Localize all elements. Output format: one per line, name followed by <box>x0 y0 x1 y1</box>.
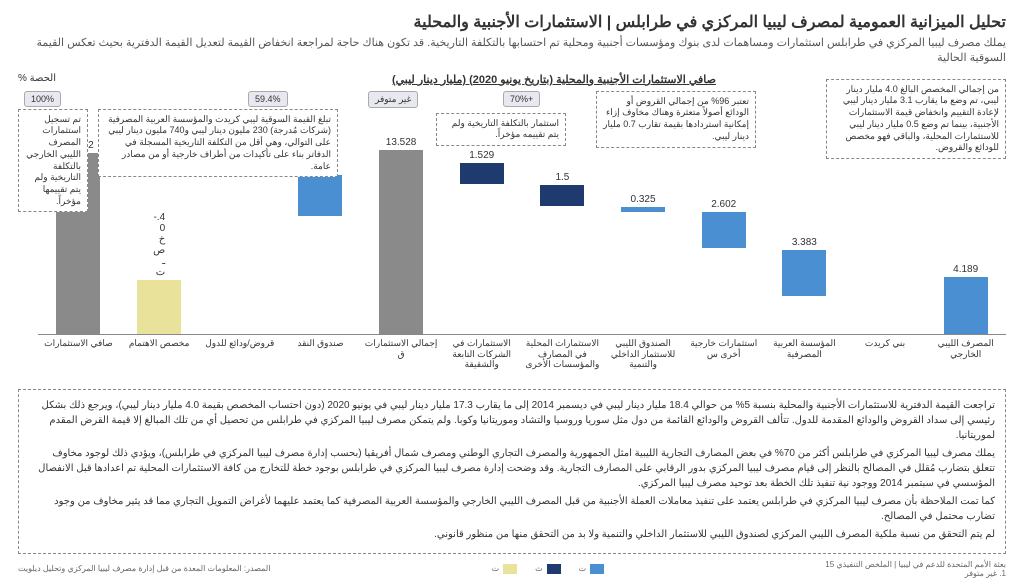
bar <box>540 185 584 205</box>
pill-70: +70% <box>503 91 540 107</box>
bar-value: 3.383 <box>792 237 817 248</box>
analysis-text: تراجعت القيمة الدفترية للاستثمارات الأجن… <box>18 389 1006 554</box>
bar-group: 0.325الصندوق الليبي للاستثمار الداخلي وا… <box>607 194 679 333</box>
bar-group: 1.529الاستثمارات في الشركات التابعة والش… <box>446 150 518 334</box>
bar <box>702 212 746 247</box>
annotation-market-value: تبلغ القيمة السوقية ليبي كريدت والمؤسسة … <box>98 109 338 177</box>
legend-item: ث <box>535 564 561 574</box>
legend-label: ت <box>492 564 500 573</box>
bar-group: 1.5الاستثمارات المحلية في المصارف والمؤس… <box>526 172 598 333</box>
pill-100: 100% <box>24 91 61 107</box>
bar-group: 2.602استثمارات خارجية أخرى س <box>688 199 760 333</box>
bar <box>379 150 423 334</box>
bar-label: استثمارات خارجية أخرى س <box>684 338 764 360</box>
analysis-paragraph: تراجعت القيمة الدفترية للاستثمارات الأجن… <box>29 398 995 443</box>
bar-label: إجمالي الاستثمارات ق <box>361 338 441 360</box>
legend-label: ت <box>579 564 587 573</box>
bar-value: 1.5 <box>555 172 569 183</box>
chart-title: صافي الاستثمارات الأجنبية والمحلية (بتار… <box>392 73 716 86</box>
annotation-lfb: تم تسجيل استثمارات المصرف الليبي الخارجي… <box>18 109 88 213</box>
bar-group: 13.528إجمالي الاستثمارات ق <box>365 137 437 334</box>
bar-group: 3.383المؤسسة العربية المصرفية <box>768 237 840 334</box>
annotation-historic: استثمار بالتكلفة التاريخية ولم يتم تقييم… <box>436 113 566 146</box>
bar-group: 3.04صندوق النقد <box>284 162 356 334</box>
bar-label: الاستثمارات في الشركات التابعة والشقيقة <box>442 338 522 370</box>
bar-value: 2.602 <box>711 199 736 210</box>
bar-value: 1.529 <box>469 150 494 161</box>
annotation-loans: تعتبر 96% من إجمالي القروض أو الودائع أص… <box>596 91 756 148</box>
legend-label: ث <box>535 564 543 573</box>
legend-swatch <box>547 564 561 574</box>
footer-page-ref: بعثة الأمم المتحدة للدعم في ليبيا | المل… <box>825 560 1006 578</box>
page-title: تحليل الميزانية العمومية لمصرف ليبيا الم… <box>18 12 1006 32</box>
bar-label: قروض/ودائع للدول <box>200 338 280 349</box>
annotation-allocation: من إجمالي المخصص البالغ 4.0 مليار دينار … <box>826 79 1006 159</box>
bar <box>137 280 181 334</box>
pill-na: غير متوفر <box>368 91 418 108</box>
bar <box>944 277 988 334</box>
bar-label: صافي الاستثمارات <box>38 338 118 349</box>
bar-label: صندوق النقد <box>280 338 360 349</box>
bar-label: مخصص الاهتمام <box>119 338 199 349</box>
legend-swatch <box>590 564 604 574</box>
analysis-paragraph: يملك مصرف ليبيا المركزي في طرابلس أكثر م… <box>29 446 995 491</box>
legend: تثت <box>492 564 605 574</box>
bar-value: 4.189 <box>953 264 978 275</box>
bar-group: بني كريدت <box>849 294 921 334</box>
analysis-paragraph: لم يتم التحقق من نسبة ملكية المصرف الليب… <box>29 527 995 542</box>
bar-label: الاستثمارات المحلية في المصارف والمؤسسات… <box>522 338 602 370</box>
bar-label: الصندوق الليبي للاستثمار الداخلي والتنمي… <box>603 338 683 370</box>
legend-item: ت <box>579 564 605 574</box>
bar-group: 4.189المصرف الليبي الخارجي <box>930 264 1002 334</box>
bar-label: المؤسسة العربية المصرفية <box>764 338 844 360</box>
page-subtitle: يملك مصرف ليبيا المركزي في طرابلس استثما… <box>18 36 1006 67</box>
bar <box>782 250 826 296</box>
pill-59: 59.4% <box>248 91 288 107</box>
footer: بعثة الأمم المتحدة للدعم في ليبيا | المل… <box>18 560 1006 578</box>
bar-label: المصرف الليبي الخارجي <box>926 338 1006 360</box>
bar <box>460 163 504 184</box>
waterfall-chart: صافي الاستثمارات الأجنبية والمحلية (بتار… <box>18 73 1006 383</box>
bar-value: 13.528 <box>386 137 417 148</box>
bar-group: 0.783قروض/ودائع للدول <box>204 150 276 334</box>
legend-item: ت <box>492 564 518 574</box>
bar <box>621 207 665 211</box>
bar-value: 0.325 <box>631 194 656 205</box>
bar-label: بني كريدت <box>845 338 925 349</box>
bar-value: 4.- 0 خ ص ـ ت <box>153 212 165 278</box>
legend-swatch <box>503 564 517 574</box>
bar <box>298 175 342 216</box>
analysis-paragraph: كما تمت الملاحظة بأن مصرف ليبيا المركزي … <box>29 494 995 524</box>
footer-source: المصدر: المعلومات المعدة من قبل إدارة مص… <box>18 564 270 573</box>
y-axis-label: الحصة % <box>18 73 56 84</box>
bar-group: 4.- 0 خ ص ـ تمخصص الاهتمام <box>123 212 195 334</box>
